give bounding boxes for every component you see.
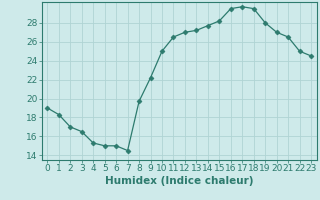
X-axis label: Humidex (Indice chaleur): Humidex (Indice chaleur) xyxy=(105,176,253,186)
